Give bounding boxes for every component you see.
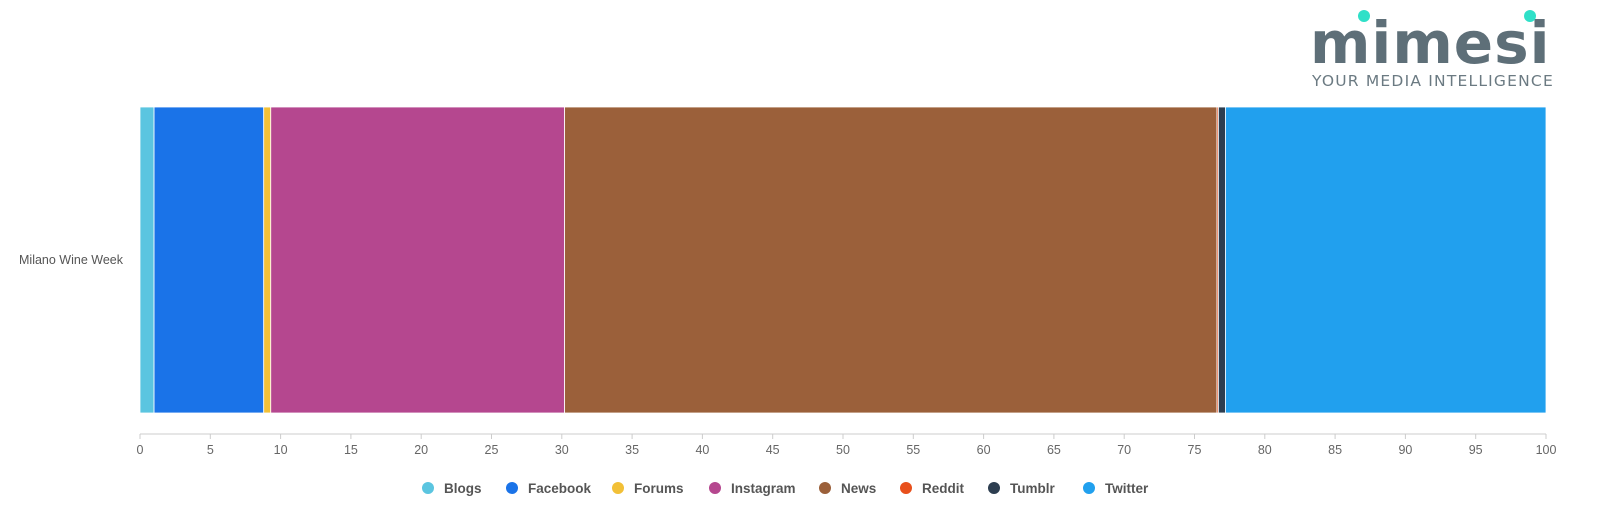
x-axis: 0 5 10 15 20 25 30 35 40 45 50 55 60 65 70 75 80 85 90 95 10… bbox=[137, 433, 1557, 457]
x-tick-label: 50 bbox=[836, 443, 850, 457]
legend-item-blogs[interactable]: Blogs bbox=[422, 478, 482, 498]
legend-swatch-icon bbox=[506, 482, 518, 494]
logo-dot-icon bbox=[1524, 10, 1536, 22]
bar-segment-forums bbox=[263, 106, 272, 414]
bar-segments bbox=[139, 106, 1547, 414]
legend-swatch-icon bbox=[988, 482, 1000, 494]
bar-segment-tumblr bbox=[1218, 106, 1226, 414]
x-tick-label: 95 bbox=[1469, 443, 1483, 457]
legend-swatch-icon bbox=[1083, 482, 1095, 494]
x-tick-label: 70 bbox=[1117, 443, 1131, 457]
legend-label: News bbox=[841, 480, 877, 496]
legend-swatch-icon bbox=[612, 482, 624, 494]
logo-wordmark: mimesi bbox=[1310, 9, 1551, 77]
legend-swatch-icon bbox=[819, 482, 831, 494]
legend-label: Blogs bbox=[444, 480, 482, 496]
x-tick-label: 45 bbox=[766, 443, 780, 457]
x-tick-label: 100 bbox=[1536, 443, 1557, 457]
bar-segment-news bbox=[564, 106, 1218, 414]
x-tick-label: 25 bbox=[485, 443, 499, 457]
legend-swatch-icon bbox=[900, 482, 912, 494]
x-tick-label: 55 bbox=[906, 443, 920, 457]
bar-segment-twitter bbox=[1225, 106, 1547, 414]
logo-dot-icon bbox=[1358, 10, 1370, 22]
legend-label: Reddit bbox=[922, 480, 964, 496]
x-tick-label: 5 bbox=[207, 443, 214, 457]
x-tick-label: 10 bbox=[274, 443, 288, 457]
x-tick-label: 0 bbox=[137, 443, 144, 457]
legend-item-tumblr[interactable]: Tumblr bbox=[988, 478, 1055, 498]
logo-tagline: YOUR MEDIA INTELLIGENCE bbox=[1312, 72, 1554, 90]
x-tick-label: 60 bbox=[977, 443, 991, 457]
legend-label: Facebook bbox=[528, 480, 592, 496]
legend-swatch-icon bbox=[709, 482, 721, 494]
category-label: Milano Wine Week bbox=[19, 253, 124, 267]
legend-label: Tumblr bbox=[1010, 480, 1055, 496]
chart-legend: Blogs Facebook Forums Instagram News Reddit Tu… bbox=[0, 478, 1598, 498]
x-tick-label: 65 bbox=[1047, 443, 1061, 457]
legend-swatch-icon bbox=[422, 482, 434, 494]
bar-segment-instagram bbox=[270, 106, 566, 414]
x-tick-label: 20 bbox=[414, 443, 428, 457]
legend-item-facebook[interactable]: Facebook bbox=[506, 478, 591, 498]
legend-item-twitter[interactable]: Twitter bbox=[1083, 478, 1148, 498]
x-tick-label: 30 bbox=[555, 443, 569, 457]
bar-segment-blogs bbox=[139, 106, 155, 414]
category-labels: Milano Wine Week bbox=[19, 253, 124, 267]
legend-label: Instagram bbox=[731, 480, 796, 496]
x-tick-label: 90 bbox=[1398, 443, 1412, 457]
legend-label: Forums bbox=[634, 480, 684, 496]
legend-item-news[interactable]: News bbox=[819, 478, 876, 498]
legend-label: Twitter bbox=[1105, 480, 1149, 496]
x-tick-label: 85 bbox=[1328, 443, 1342, 457]
x-tick-label: 80 bbox=[1258, 443, 1272, 457]
x-tick-label: 15 bbox=[344, 443, 358, 457]
bar-segment-facebook bbox=[153, 106, 265, 414]
legend-item-instagram[interactable]: Instagram bbox=[709, 478, 796, 498]
legend-item-forums[interactable]: Forums bbox=[612, 478, 684, 498]
x-tick-label: 75 bbox=[1188, 443, 1202, 457]
legend-item-reddit[interactable]: Reddit bbox=[900, 478, 964, 498]
x-tick-label: 40 bbox=[695, 443, 709, 457]
x-tick-label: 35 bbox=[625, 443, 639, 457]
mimesi-logo: mimesi YOUR MEDIA INTELLIGENCE bbox=[1310, 8, 1570, 98]
